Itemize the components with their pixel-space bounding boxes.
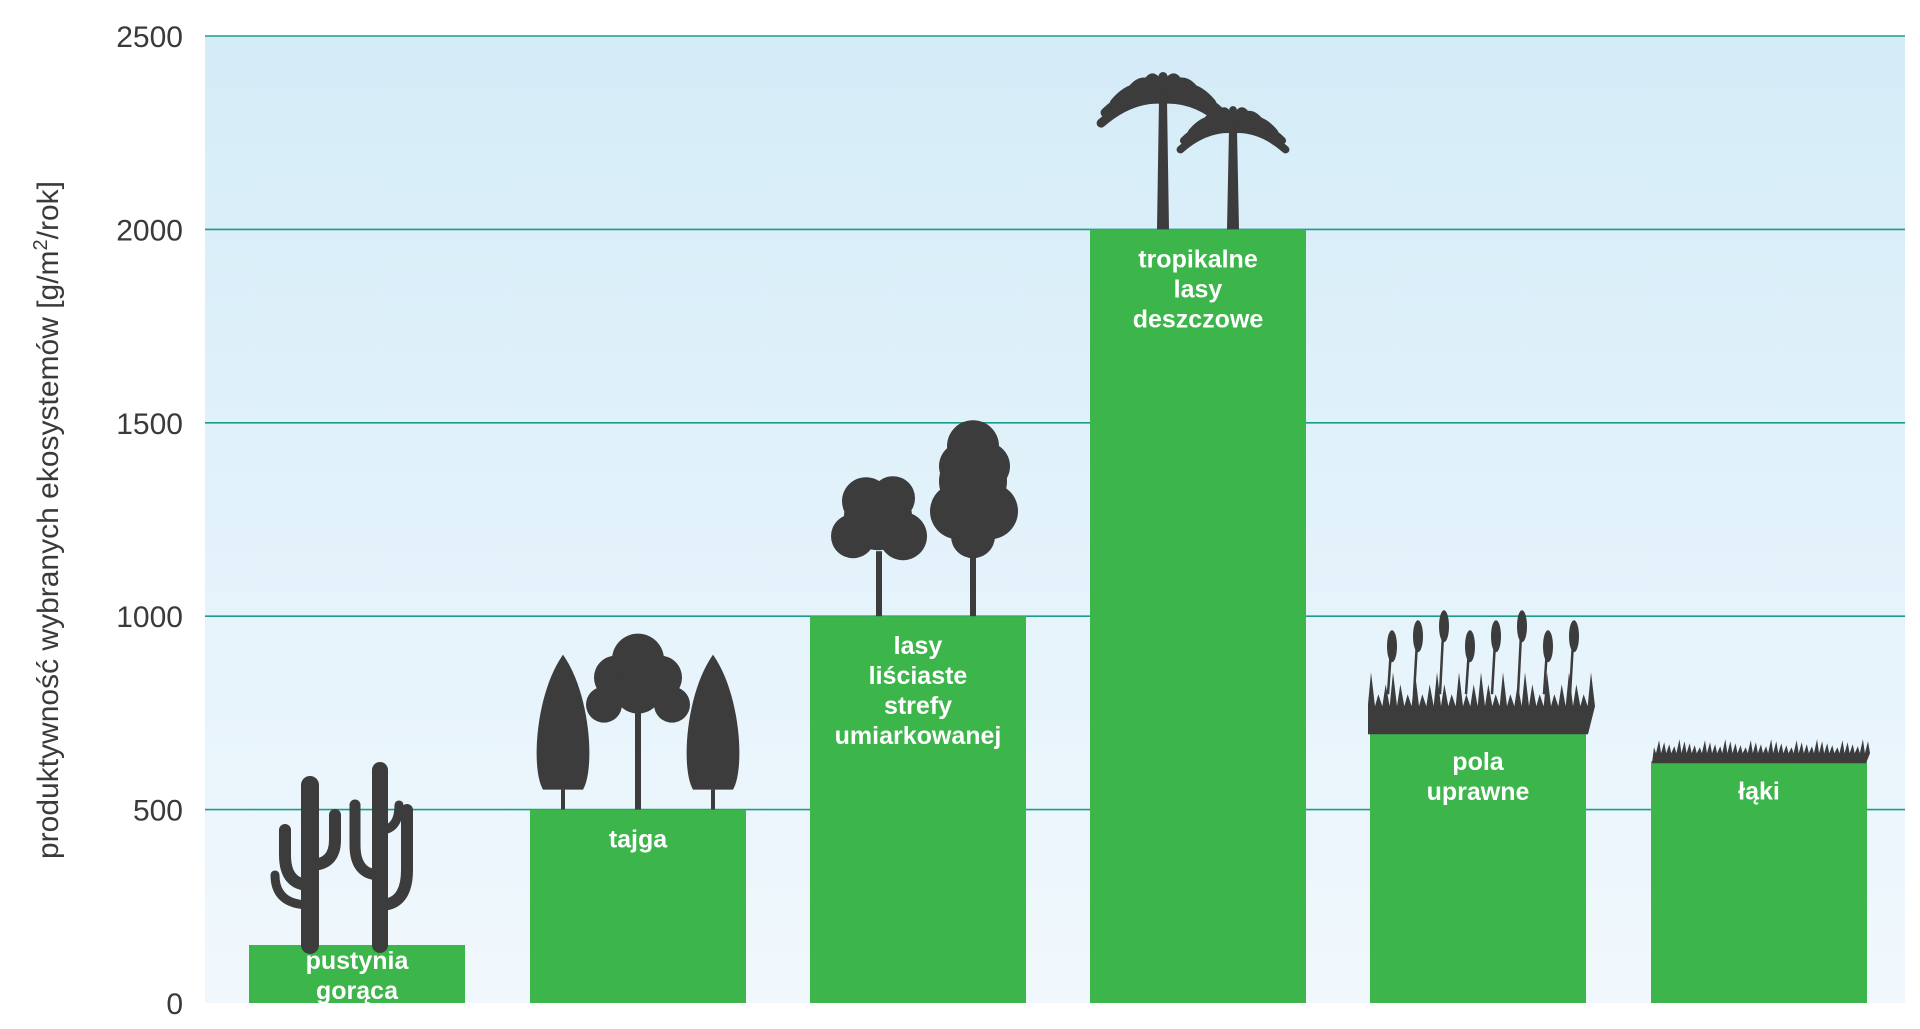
y-axis-label-unit: /rok] (32, 181, 65, 239)
y-axis-label: produktywność wybranych ekosystemów [g/m… (30, 181, 65, 859)
bar (810, 616, 1026, 1003)
bar-label-line: tropikalne (1138, 245, 1258, 273)
bars (249, 229, 1867, 1003)
y-tick-label: 2000 (116, 214, 183, 247)
y-axis-ticks: 0 500 1000 1500 2000 2500 (116, 21, 183, 1021)
plot-background (205, 36, 1905, 1003)
bar (1090, 229, 1306, 1003)
y-tick-label: 1000 (116, 601, 183, 634)
y-tick-label: 1500 (116, 408, 183, 441)
palm-tree-icon (1096, 72, 1290, 230)
y-axis-label-superscript: 2 (30, 239, 52, 250)
gridlines (205, 35, 1905, 811)
bar (1370, 732, 1586, 1003)
conifer-tree-icon (536, 633, 740, 810)
bar-label-line: lasy (894, 632, 943, 660)
bar-label-line: lasy (1174, 275, 1223, 303)
bar-label: łąki (1738, 777, 1780, 805)
bar-label-line: łąki (1738, 777, 1780, 805)
bar-label-line: umiarkowanej (835, 722, 1002, 750)
grass-icon (1652, 739, 1870, 764)
bar-label-line: gorąca (316, 977, 399, 1005)
ecosystem-icons (270, 72, 1870, 954)
cactus-icon (270, 761, 413, 954)
bar-label: tropikalne lasy deszczowe (1133, 245, 1264, 333)
bar-label-line: pola (1452, 748, 1504, 776)
deciduous-tree-icon (831, 420, 1018, 617)
y-tick-label: 0 (166, 988, 183, 1021)
bar-label: tajga (609, 826, 668, 854)
bar-label-line: liściaste (869, 662, 968, 690)
bar-label: lasy liściaste strefy umiarkowanej (835, 632, 1002, 750)
y-axis-label-main: produktywność wybranych ekosystemów [g/m (32, 250, 65, 859)
bar (1651, 761, 1867, 1003)
y-tick-label: 2500 (116, 21, 183, 54)
bar-label-line: pustynia (306, 947, 410, 975)
bar-label-line: strefy (884, 692, 952, 720)
bar (530, 809, 746, 1003)
bar (249, 944, 465, 1003)
wheat-icon (1368, 610, 1595, 735)
bar-label-line: tajga (609, 826, 668, 854)
bar-label-line: uprawne (1427, 778, 1530, 806)
bar-label-line: deszczowe (1133, 305, 1264, 333)
bar-label: pustynia gorąca (306, 947, 410, 1005)
bar-label: pola uprawne (1427, 748, 1530, 806)
y-tick-label: 500 (133, 795, 183, 828)
